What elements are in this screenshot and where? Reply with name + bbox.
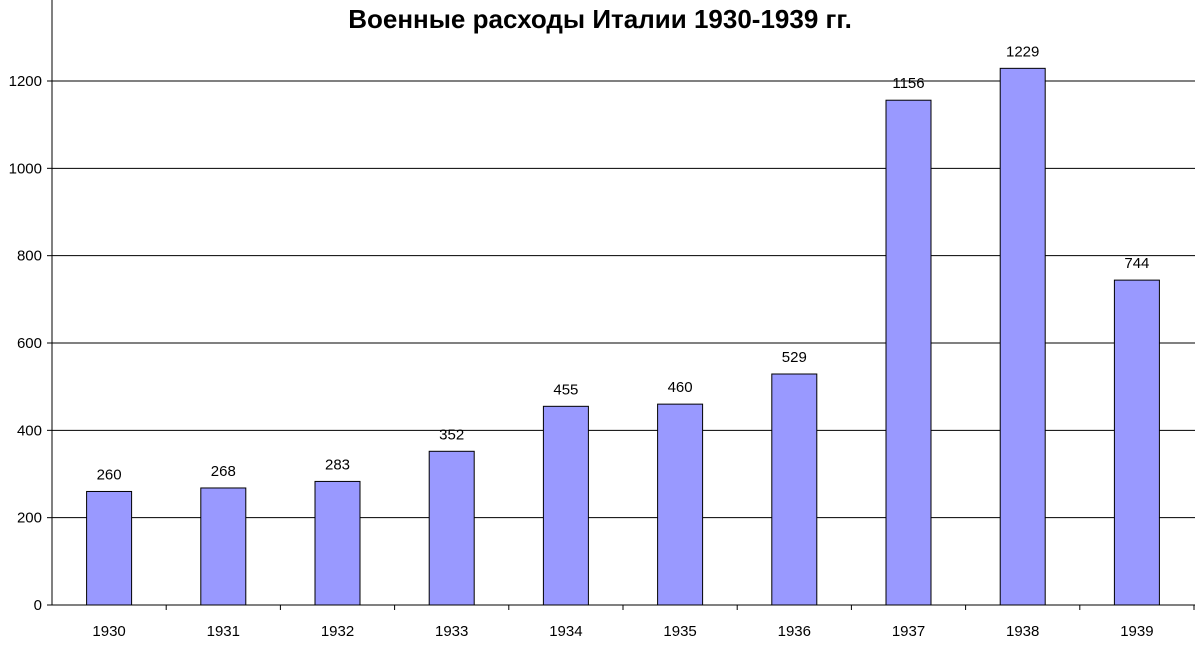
x-tick-label: 1938 bbox=[1006, 623, 1039, 640]
bar-1931 bbox=[200, 487, 247, 606]
bar-1932 bbox=[314, 480, 361, 606]
data-label: 1156 bbox=[892, 75, 924, 92]
bar-1930 bbox=[86, 490, 133, 606]
axes bbox=[47, 0, 1195, 610]
chart-title: Военные расходы Италии 1930-1939 гг. bbox=[348, 4, 852, 34]
x-tick-label: 1935 bbox=[663, 623, 696, 640]
y-tick-label: 1000 bbox=[9, 160, 42, 177]
labels: 0 200 400 600 800 1000 1200 1930 260 1931 268 1932 2… bbox=[9, 43, 1154, 640]
y-tick-label: 1200 bbox=[9, 73, 42, 90]
data-label: 455 bbox=[553, 381, 578, 398]
bar-1935 bbox=[657, 403, 704, 606]
bar-1934 bbox=[542, 405, 589, 606]
data-label: 283 bbox=[325, 456, 350, 473]
x-tick-label: 1939 bbox=[1120, 623, 1153, 640]
bar-1938 bbox=[999, 67, 1046, 606]
x-tick-label: 1932 bbox=[321, 623, 354, 640]
y-tick-label: 800 bbox=[17, 248, 42, 265]
data-label: 1229 bbox=[1006, 43, 1039, 60]
y-tick-label: 600 bbox=[17, 335, 42, 352]
data-label: 529 bbox=[782, 349, 807, 366]
y-tick-label: 400 bbox=[17, 422, 42, 439]
bar-1936 bbox=[771, 373, 818, 606]
x-tick-label: 1937 bbox=[892, 623, 925, 640]
data-label: 744 bbox=[1124, 255, 1149, 272]
data-label: 352 bbox=[439, 426, 464, 443]
data-label: 260 bbox=[97, 466, 122, 483]
data-label: 268 bbox=[211, 463, 236, 480]
y-tick-label: 200 bbox=[17, 510, 42, 527]
bars bbox=[86, 67, 1160, 606]
bar-1937 bbox=[885, 99, 932, 606]
x-tick-label: 1934 bbox=[549, 623, 582, 640]
data-label: 460 bbox=[668, 379, 693, 396]
bar-1939 bbox=[1113, 279, 1160, 606]
y-tick-label: 0 bbox=[34, 597, 42, 614]
bar-1933 bbox=[428, 450, 475, 606]
x-tick-label: 1933 bbox=[435, 623, 468, 640]
x-tick-label: 1936 bbox=[778, 623, 811, 640]
x-tick-label: 1931 bbox=[207, 623, 240, 640]
x-tick-label: 1930 bbox=[92, 623, 125, 640]
